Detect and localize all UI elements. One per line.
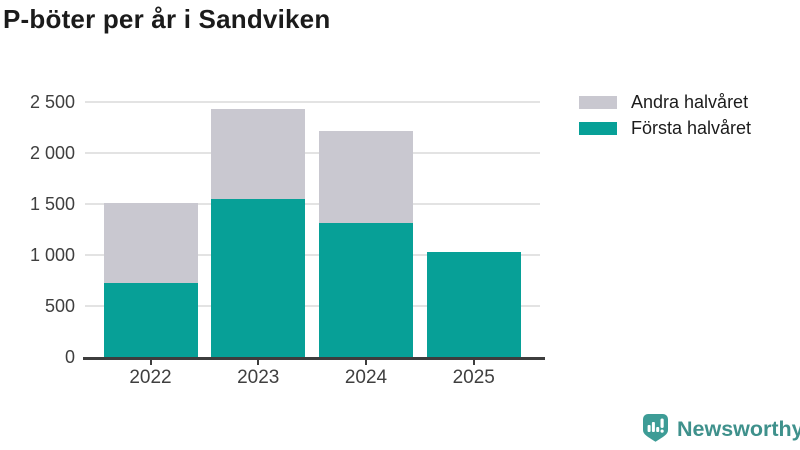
y-tick-label: 1 500 (29, 194, 75, 214)
newsworthy-logo-text: Newsworthy (677, 417, 800, 441)
chart-legend: Andra halvåret Första halvåret (579, 89, 751, 141)
legend-swatch (579, 121, 617, 135)
y-tick-label: 2 000 (29, 143, 75, 163)
y-tick-label: 500 (44, 296, 75, 316)
x-tick-label: 2025 (452, 367, 495, 388)
legend-label: Andra halvåret (631, 91, 749, 112)
y-tick-label: 0 (64, 347, 75, 367)
gridline-1000 (85, 254, 540, 256)
newsworthy-logo[interactable]: Newsworthy (643, 414, 800, 442)
gridline-1500 (85, 203, 540, 205)
x-axis-tick (257, 359, 260, 365)
x-tick-label: 2023 (237, 367, 280, 388)
logo-bar-3 (656, 427, 660, 432)
legend-swatch (579, 95, 617, 109)
gridline-2000 (85, 152, 540, 154)
logo-bar-2 (651, 422, 655, 432)
bar-2022-frsta (103, 282, 198, 357)
bar-2023-frsta (211, 198, 306, 357)
logo-exclamation-line (660, 418, 664, 428)
bar-2023-andra (211, 109, 306, 199)
bar-2024-andra (319, 130, 413, 224)
y-tick-label: 1 000 (29, 245, 75, 265)
x-tick-label: 2022 (129, 367, 172, 388)
x-tick-label: 2024 (344, 367, 388, 388)
chart-title: P-böter per år i Sandviken (3, 4, 331, 34)
logo-exclamation-dot (660, 429, 664, 433)
logo-bar-1 (647, 425, 651, 432)
x-axis-tick (365, 359, 367, 365)
gridline-500 (85, 305, 540, 307)
bar-2024-frsta (319, 223, 413, 357)
bar-2022-andra (103, 202, 198, 283)
x-axis-line (83, 357, 545, 360)
newsworthy-logo-icon (643, 414, 668, 442)
gridline-2500 (85, 101, 540, 103)
legend-item: Första halvåret (579, 115, 751, 141)
bar-2025-frsta (426, 251, 521, 357)
legend-item: Andra halvåret (579, 89, 751, 115)
x-axis-tick (149, 359, 152, 365)
y-tick-label: 2 500 (29, 92, 75, 112)
x-axis-tick (472, 359, 475, 365)
legend-label: Första halvåret (631, 117, 752, 138)
